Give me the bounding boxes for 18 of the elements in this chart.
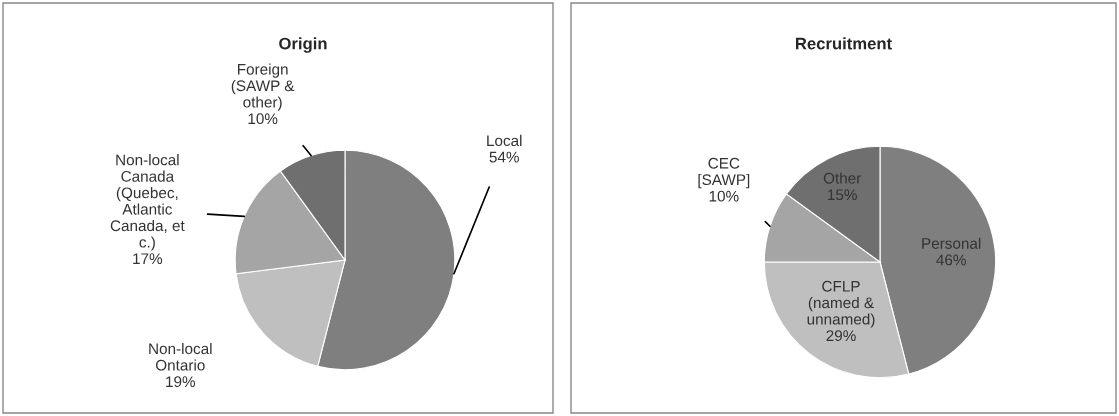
data-label: 19% — [166, 376, 196, 388]
slice-label: Other — [823, 172, 862, 184]
data-label: 10% — [248, 113, 278, 125]
data-label: 29% — [826, 330, 856, 342]
chart-title: Origin — [279, 37, 327, 53]
slice-label: CFLP (named & unnamed) — [807, 280, 875, 328]
slice-label: CEC [SAWP] — [698, 157, 750, 189]
data-label: 54% — [489, 151, 519, 163]
chart-title: Recruitment — [796, 37, 892, 50]
data-label: 15% — [828, 189, 857, 201]
data-label: 10% — [709, 190, 739, 202]
slice-label: Personal — [922, 237, 981, 249]
slice-label: Foreign (SAWP & other) — [231, 63, 295, 111]
slice-label: Non-local Ontario — [149, 342, 212, 371]
slice-label: Non-local Canada (Quebec, Atlantic Canada, et c.) — [110, 154, 185, 251]
slice-label: Local — [487, 134, 522, 147]
data-label: 17% — [133, 253, 163, 264]
data-label: 46% — [936, 254, 966, 266]
